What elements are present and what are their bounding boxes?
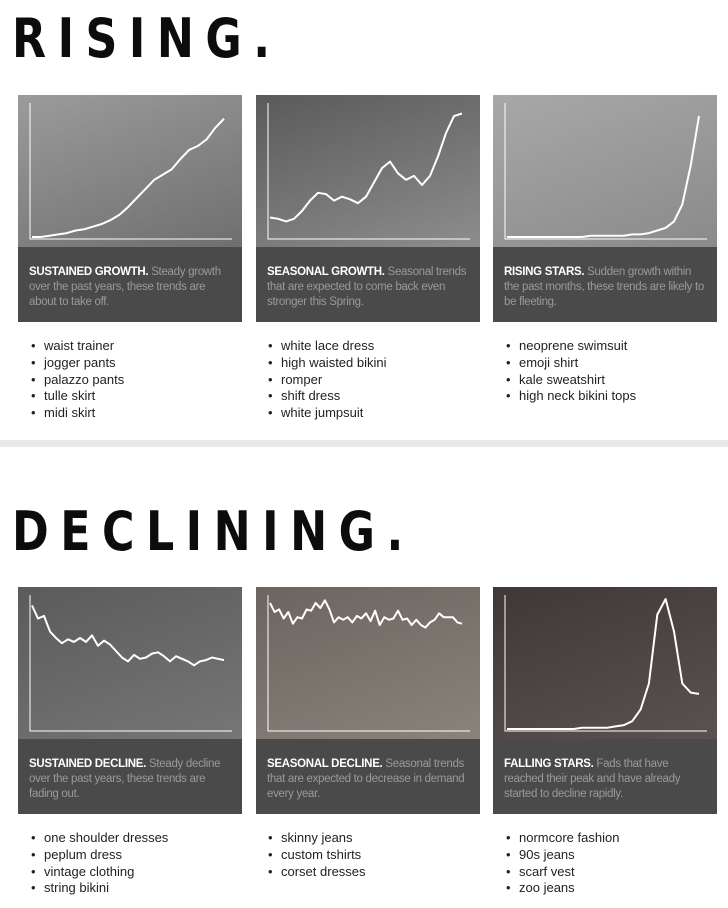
list-item: tulle skirt xyxy=(30,388,124,405)
card-falling-stars: FALLING STARS. Fads that have reached th… xyxy=(493,587,717,814)
list-item: string bikini xyxy=(30,880,168,897)
list-item: white lace dress xyxy=(267,338,387,355)
card-text: Steady decline over the past years, thes… xyxy=(29,758,221,800)
list-seasonal-growth: white lace dress high waisted bikini rom… xyxy=(267,338,387,422)
list-item: vintage clothing xyxy=(30,864,168,881)
card-heading: RISING STARS. xyxy=(504,266,585,278)
list-item: 90s jeans xyxy=(505,847,619,864)
chart-seasonal-growth xyxy=(267,103,470,240)
list-item: custom tshirts xyxy=(267,847,366,864)
series-line xyxy=(507,115,700,238)
list-item: scarf vest xyxy=(505,864,619,881)
list-item: skinny jeans xyxy=(267,830,366,847)
series-line xyxy=(507,598,700,730)
photo-sustained-growth xyxy=(18,95,242,247)
list-falling-stars: normcore fashion 90s jeans scarf vest zo… xyxy=(505,830,619,897)
list-item: waist trainer xyxy=(30,338,124,355)
chart-sustained-decline xyxy=(29,595,232,732)
chart-axes xyxy=(504,595,707,732)
card-description: SEASONAL GROWTH. Seasonal trends that ar… xyxy=(267,265,472,310)
card-heading: SEASONAL DECLINE. xyxy=(267,758,383,770)
list-item: one shoulder dresses xyxy=(30,830,168,847)
series-line xyxy=(32,118,225,238)
list-item: kale sweatshirt xyxy=(505,372,636,389)
series-line xyxy=(31,605,225,667)
card-seasonal-growth: SEASONAL GROWTH. Seasonal trends that ar… xyxy=(256,95,480,322)
list-seasonal-decline: skinny jeans custom tshirts corset dress… xyxy=(267,830,366,880)
chart-axes xyxy=(29,103,232,240)
card-text: Seasonal trends that are expected to dec… xyxy=(267,758,465,800)
chart-rising-stars xyxy=(504,103,707,240)
list-item: high neck bikini tops xyxy=(505,388,636,405)
series-line xyxy=(269,599,463,629)
list-item: jogger pants xyxy=(30,355,124,372)
card-sustained-growth: SUSTAINED GROWTH. Steady growth over the… xyxy=(18,95,242,322)
card-description: RISING STARS. Sudden growth within the p… xyxy=(504,265,709,310)
photo-sustained-decline xyxy=(18,587,242,739)
series-line xyxy=(269,112,463,223)
chart-seasonal-decline xyxy=(267,595,470,732)
card-description: FALLING STARS. Fads that have reached th… xyxy=(504,757,709,802)
list-item: romper xyxy=(267,372,387,389)
list-item: shift dress xyxy=(267,388,387,405)
chart-axes xyxy=(504,103,707,240)
list-item: peplum dress xyxy=(30,847,168,864)
declining-title: DECLINING. xyxy=(12,500,415,563)
list-item: zoo jeans xyxy=(505,880,619,897)
card-heading: SUSTAINED GROWTH. xyxy=(29,266,149,278)
list-item: emoji shirt xyxy=(505,355,636,372)
photo-rising-stars xyxy=(493,95,717,247)
list-item: corset dresses xyxy=(267,864,366,881)
rising-title: RISING. xyxy=(12,7,282,70)
card-heading: SEASONAL GROWTH. xyxy=(267,266,385,278)
card-description: SUSTAINED DECLINE. Steady decline over t… xyxy=(29,757,234,802)
card-description: SEASONAL DECLINE. Seasonal trends that a… xyxy=(267,757,472,802)
list-sustained-growth: waist trainer jogger pants palazzo pants… xyxy=(30,338,124,422)
list-item: palazzo pants xyxy=(30,372,124,389)
card-seasonal-decline: SEASONAL DECLINE. Seasonal trends that a… xyxy=(256,587,480,814)
section-divider xyxy=(0,440,728,447)
photo-seasonal-decline xyxy=(256,587,480,739)
chart-sustained-growth xyxy=(29,103,232,240)
photo-seasonal-growth xyxy=(256,95,480,247)
list-item: neoprene swimsuit xyxy=(505,338,636,355)
list-item: high waisted bikini xyxy=(267,355,387,372)
list-sustained-decline: one shoulder dresses peplum dress vintag… xyxy=(30,830,168,897)
card-heading: FALLING STARS. xyxy=(504,758,594,770)
list-item: normcore fashion xyxy=(505,830,619,847)
chart-falling-stars xyxy=(504,595,707,732)
list-rising-stars: neoprene swimsuit emoji shirt kale sweat… xyxy=(505,338,636,405)
chart-axes xyxy=(29,595,232,732)
card-rising-stars: RISING STARS. Sudden growth within the p… xyxy=(493,95,717,322)
list-item: white jumpsuit xyxy=(267,405,387,422)
card-text: Seasonal trends that are expected to com… xyxy=(267,266,467,308)
card-sustained-decline: SUSTAINED DECLINE. Steady decline over t… xyxy=(18,587,242,814)
card-text: Steady growth over the past years, these… xyxy=(29,266,221,308)
card-text: Sudden growth within the past months, th… xyxy=(504,266,704,308)
card-heading: SUSTAINED DECLINE. xyxy=(29,758,147,770)
chart-axes xyxy=(267,595,470,732)
card-text: Fads that have reached their peak and ha… xyxy=(504,758,681,800)
chart-axes xyxy=(267,103,470,240)
list-item: midi skirt xyxy=(30,405,124,422)
card-description: SUSTAINED GROWTH. Steady growth over the… xyxy=(29,265,234,310)
